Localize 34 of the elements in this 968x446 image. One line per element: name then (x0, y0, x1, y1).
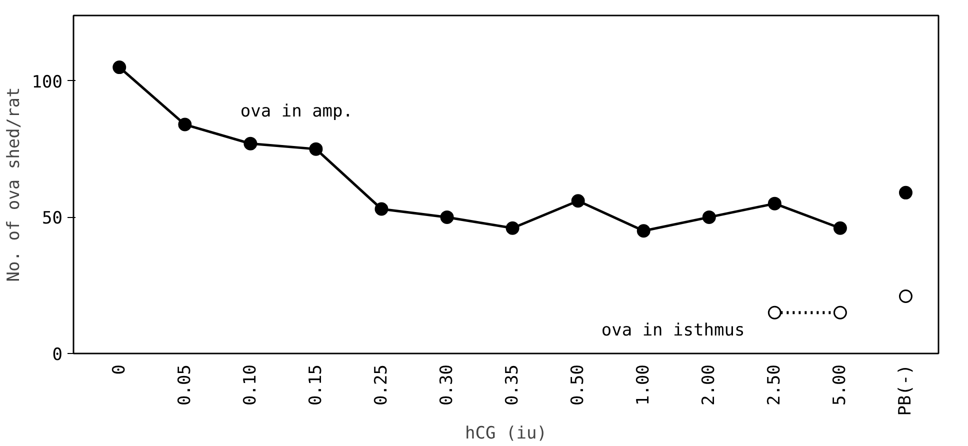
point (768, 306, 782, 320)
y-tick-label: 0 (52, 345, 63, 365)
x-tick-label: 0 (109, 364, 130, 375)
point (768, 196, 782, 210)
x-tick-label: 0.15 (306, 364, 326, 406)
point (506, 221, 520, 235)
y-axis-title: No. of ova shed/rat (4, 87, 24, 282)
point (374, 202, 388, 216)
x-tick-label: 0.50 (568, 364, 588, 406)
x-tick-label: 1.00 (634, 364, 654, 406)
point (833, 306, 847, 320)
x-tick-label: 2.50 (764, 364, 785, 406)
x-tick-label: 0.10 (240, 364, 260, 406)
x-tick-label: 0.05 (174, 364, 195, 406)
x-tick-label: 0.30 (437, 364, 458, 406)
point (244, 136, 258, 150)
x-tick-label: 0.35 (502, 364, 523, 406)
series-label: ova in isthmus (601, 320, 745, 341)
point (112, 60, 126, 74)
x-tick-label: 0.25 (371, 364, 392, 406)
point (702, 210, 716, 224)
x-tick-label: 5.00 (830, 364, 850, 406)
y-tick-label: 100 (32, 72, 63, 92)
y-tick-label: 50 (42, 208, 63, 229)
point (636, 224, 650, 238)
point (571, 194, 585, 208)
point (178, 118, 192, 132)
x-tick-label: PB(-) (896, 364, 916, 416)
x-axis-title: hCG (iu) (465, 424, 547, 444)
x-tick-label: 2.00 (699, 364, 720, 406)
series-label: ova in amp. (240, 102, 354, 122)
point (309, 142, 323, 156)
point (440, 210, 454, 224)
point (833, 221, 847, 235)
